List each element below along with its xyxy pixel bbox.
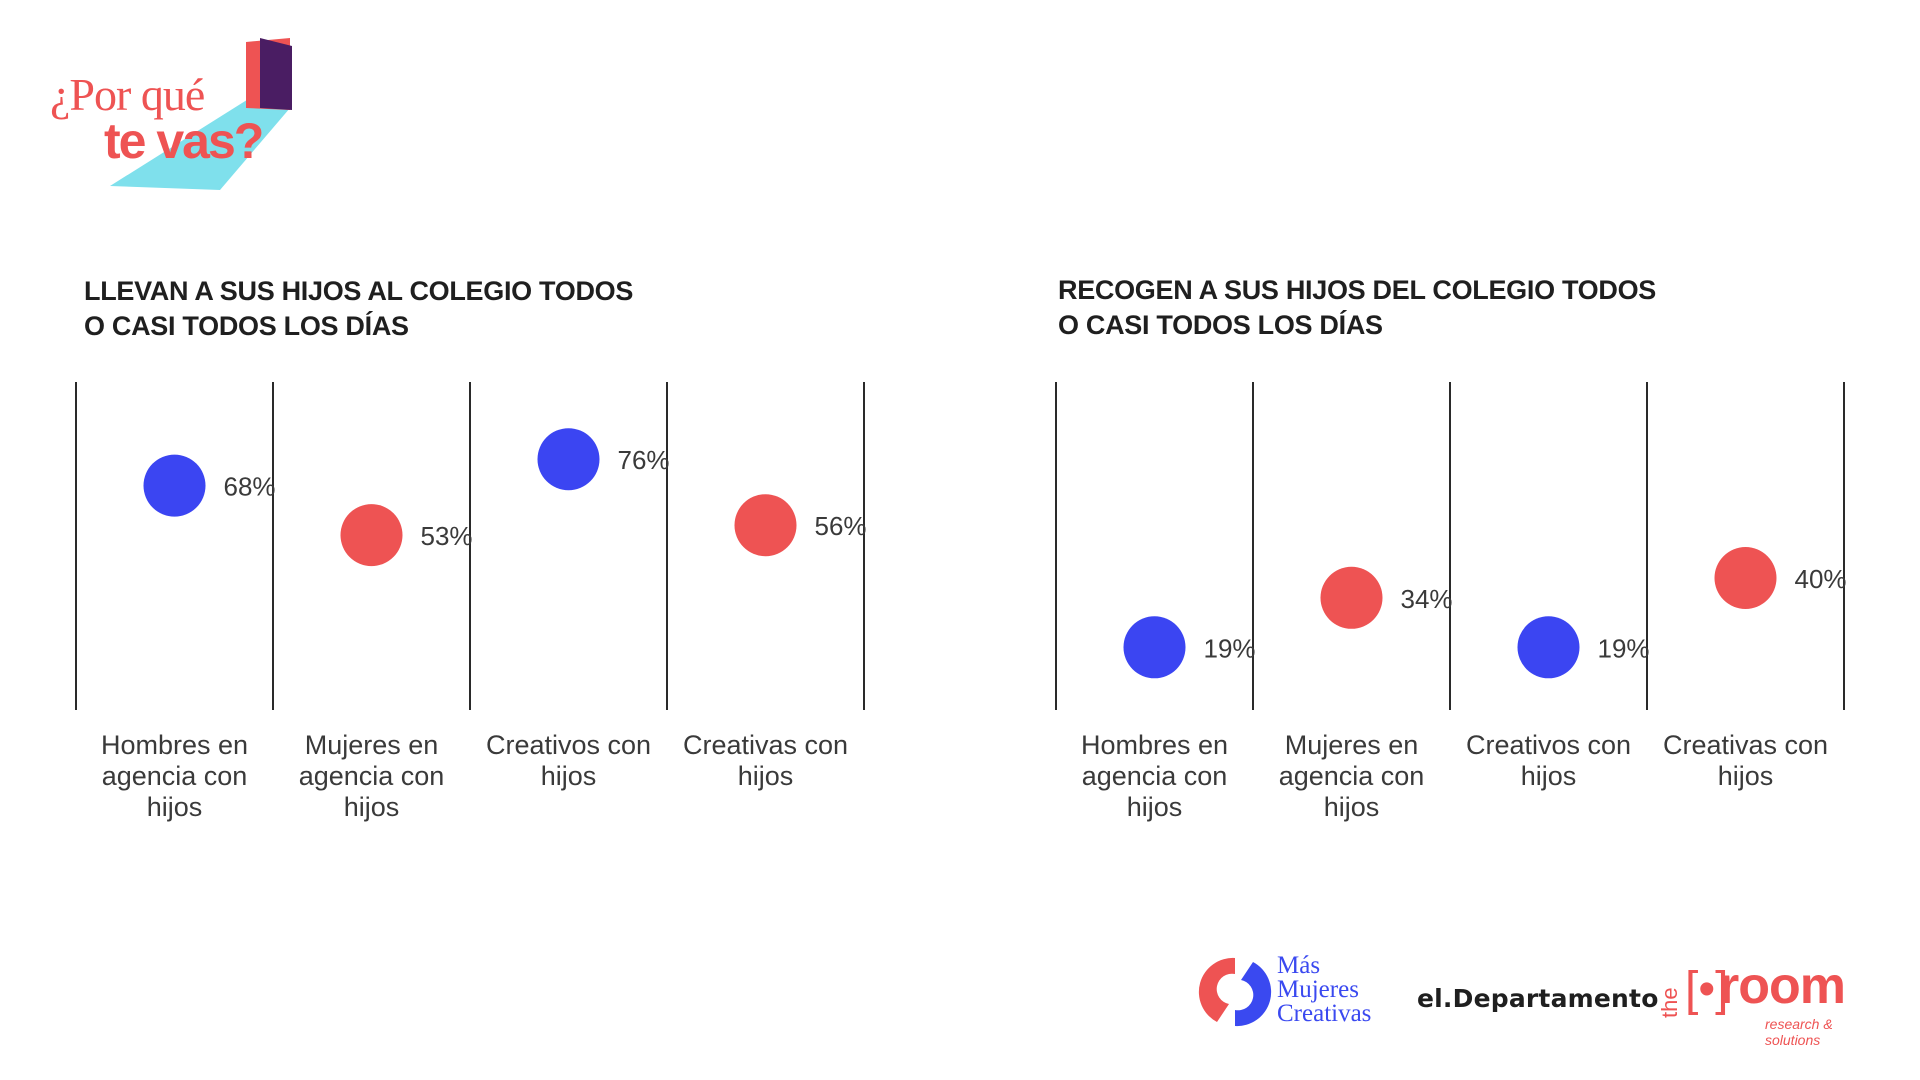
chart-title-left-line1: LLEVAN A SUS HIJOS AL COLEGIO TODOS	[84, 276, 634, 306]
data-label: 68%	[224, 472, 276, 502]
data-label: 19%	[1204, 633, 1256, 663]
the-room-the: the	[1657, 987, 1682, 1018]
chart-title-right-line2: O CASI TODOS LOS DÍAS	[1058, 310, 1383, 340]
logo-line2: te vas?	[104, 113, 264, 169]
mmc-symbol-icon	[1198, 957, 1272, 1027]
data-point	[143, 454, 206, 517]
footer-logos: Más Mujeres Creativas el.Departamento th…	[1195, 948, 1895, 1048]
data-label: 34%	[1401, 584, 1453, 614]
chart-right: 19% Hombres en agencia con hijos 34% Mujeres …	[1055, 382, 1847, 822]
category-label: Hombres en agencia con hijos	[101, 730, 248, 822]
logo-text: ¿Por qué te vas?	[50, 69, 264, 169]
mmc-text: Más Mujeres Creativas	[1277, 952, 1372, 1027]
data-point	[1320, 566, 1383, 629]
category-label: Creativas con hijos	[683, 730, 848, 791]
data-label: 40%	[1795, 564, 1847, 594]
mas-mujeres-creativas-logo: Más Mujeres Creativas	[1195, 948, 1395, 1038]
data-label: 53%	[421, 521, 473, 551]
category-label: Creativos con hijos	[486, 730, 651, 791]
category-label: Creativos con hijos	[1466, 730, 1631, 791]
brand-logo: ¿Por qué te vas?	[50, 38, 310, 198]
chart-title-right: RECOGEN A SUS HIJOS DEL COLEGIO TODOS O …	[1058, 273, 1656, 343]
data-point	[1517, 616, 1580, 679]
data-label: 56%	[815, 511, 867, 541]
data-label: 19%	[1598, 633, 1650, 663]
chart-title-left-line2: O CASI TODOS LOS DÍAS	[84, 311, 409, 341]
chart-title-left: LLEVAN A SUS HIJOS AL COLEGIO TODOS O CA…	[84, 274, 633, 344]
chart-title-right-line1: RECOGEN A SUS HIJOS DEL COLEGIO TODOS	[1058, 275, 1656, 305]
the-room-word: room	[1719, 957, 1846, 1015]
category-label: Hombres en agencia con hijos	[1081, 730, 1228, 822]
mmc-line3: Creativas	[1277, 1000, 1372, 1027]
data-point	[1714, 547, 1777, 609]
data-point	[340, 504, 403, 567]
bracket-icon: [•]	[1685, 963, 1729, 1016]
data-point	[537, 428, 600, 491]
category-label: Mujeres en agencia con hijos	[1279, 730, 1425, 822]
category-label: Creativas con hijos	[1663, 730, 1828, 791]
data-point	[1123, 616, 1186, 679]
logo-line1: ¿Por qué	[50, 69, 205, 120]
el-departamento-logo: el.Departamento	[1417, 984, 1659, 1013]
mmc-line2: Mujeres	[1277, 976, 1359, 1003]
chart-left: 68% Hombres en agencia con hijos 53% Mujeres …	[75, 382, 867, 822]
the-room-tagline: research & solutions	[1765, 1016, 1833, 1048]
the-room-logo: the [•] room research & solutions	[1657, 956, 1887, 1048]
data-point	[734, 494, 797, 557]
mmc-line1: Más	[1277, 952, 1321, 979]
door-graphic	[110, 38, 292, 190]
category-label: Mujeres en agencia con hijos	[299, 730, 445, 822]
data-label: 76%	[618, 445, 670, 475]
